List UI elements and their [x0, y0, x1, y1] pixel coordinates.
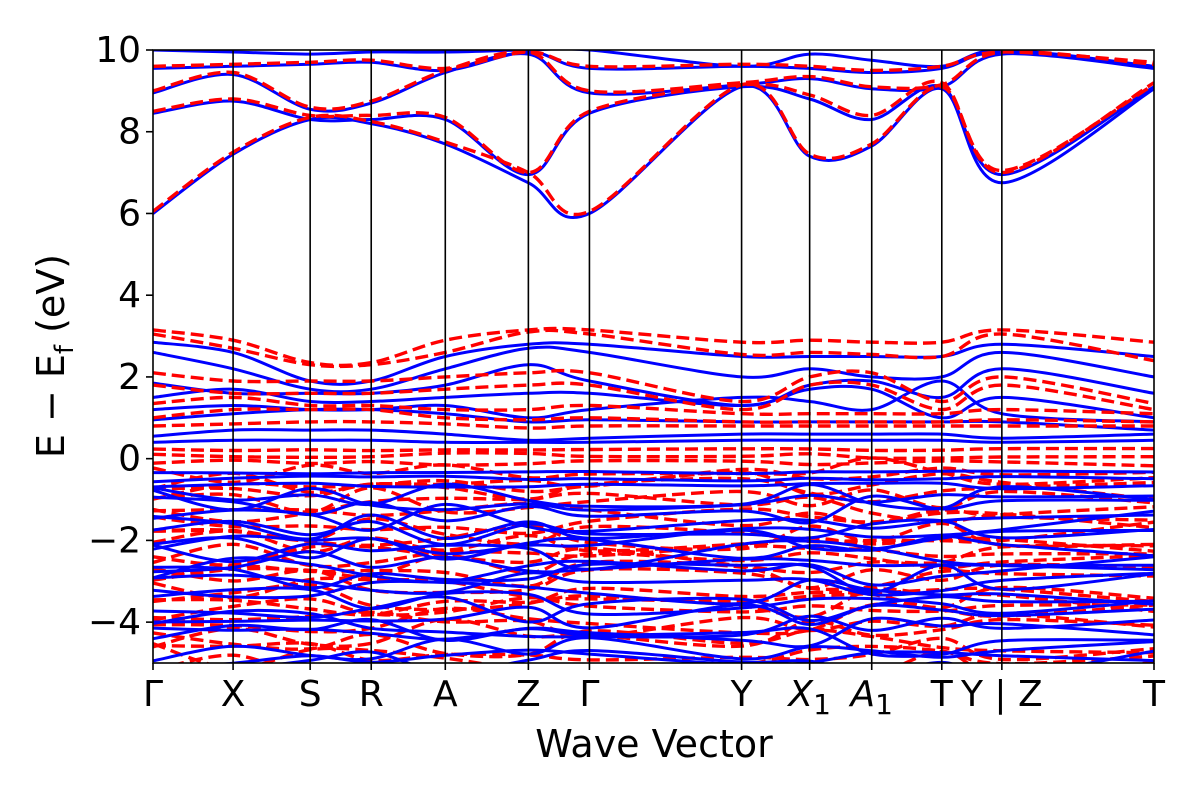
- y-tick-label: 4: [118, 275, 141, 316]
- x-tick-label: Y: [730, 674, 754, 715]
- y-tick-label: −4: [88, 602, 141, 643]
- y-axis-label: E − Ef (eV): [29, 254, 80, 458]
- valence-band-solid: [277, 648, 1154, 663]
- band-dashed-6: [153, 368, 1154, 406]
- y-axis-label-sub: f: [50, 344, 80, 354]
- x-tick-label: T: [1142, 674, 1166, 715]
- valence-band-solid: [153, 562, 1154, 594]
- y-tick-label: 2: [118, 357, 141, 398]
- x-tick-label: T: [930, 674, 954, 715]
- y-axis-label-main: E − E: [29, 354, 73, 458]
- valence-band-solid: [153, 518, 1154, 547]
- y-tick-label: 8: [118, 112, 141, 153]
- x-tick-label: A: [433, 674, 458, 715]
- x-tick-label: Γ: [143, 674, 163, 715]
- valence-band-solid: [153, 571, 1154, 597]
- x-tick-label: A1: [848, 674, 892, 721]
- y-tick-label: 0: [118, 439, 141, 480]
- valence-band-dashed: [153, 636, 1154, 663]
- y-tick-label: 10: [95, 30, 141, 71]
- valence-band-solid: [153, 586, 1154, 617]
- x-tick-label: Z: [516, 674, 541, 715]
- x-tick-label: Γ: [579, 674, 599, 715]
- band-dashed-7: [153, 380, 1154, 412]
- x-tick-label: Y | Z: [960, 674, 1043, 715]
- x-tick-label: S: [299, 674, 322, 715]
- band-dashed-1: [153, 79, 1154, 175]
- valence-band-solid: [153, 603, 1154, 630]
- plot-frame: [152, 49, 1155, 664]
- x-axis-label: Wave Vector: [535, 722, 773, 766]
- band-dashed-3: [153, 50, 1154, 73]
- x-tick-label: X: [221, 674, 246, 715]
- y-tick-label: −2: [88, 520, 141, 561]
- x-tick-label: X1: [786, 674, 831, 721]
- y-tick-label: 6: [118, 193, 141, 234]
- valence-band-dashed: [153, 628, 1154, 659]
- high-symmetry-lines: [232, 50, 1003, 663]
- valence-band-solid: [153, 502, 1154, 534]
- x-tick-label: R: [359, 674, 384, 715]
- y-axis-label-unit: (eV): [29, 254, 73, 345]
- y-axis-ticks: −4 −2 0 2 4 6 8 10: [88, 30, 153, 643]
- valence-band-solid: [153, 509, 1154, 541]
- valence-band-solid: [153, 595, 1154, 624]
- band-dashed-2: [153, 50, 1154, 111]
